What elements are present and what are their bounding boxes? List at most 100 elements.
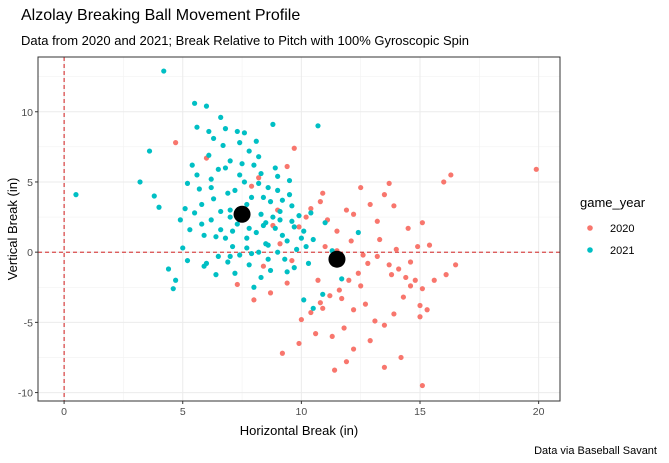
legend: game_year 2020 2021: [580, 195, 646, 257]
point-2021: [251, 284, 257, 290]
point-2021: [282, 256, 288, 262]
point-2020: [391, 203, 397, 209]
point-2020: [355, 270, 361, 276]
point-2020: [358, 184, 364, 191]
mean-point-2020: [328, 250, 346, 268]
point-2020: [331, 367, 338, 373]
point-2021: [303, 243, 309, 250]
point-2021: [194, 124, 200, 130]
point-2020: [343, 359, 350, 365]
point-2020: [320, 190, 326, 196]
legend-label-2020: 2020: [610, 223, 634, 235]
point-2021: [244, 235, 250, 241]
point-2020: [419, 220, 425, 226]
point-2020: [260, 263, 267, 269]
x-tick-label: 10: [296, 406, 308, 418]
point-2021: [275, 187, 281, 193]
point-2021: [279, 232, 285, 238]
point-2020: [327, 293, 333, 299]
point-2021: [237, 140, 243, 146]
point-2021: [291, 224, 297, 230]
point-2021: [213, 272, 219, 278]
point-2021: [244, 245, 250, 251]
point-2021: [203, 103, 210, 109]
point-2020: [407, 283, 414, 289]
y-tick-label: -10: [18, 388, 33, 400]
point-2021: [218, 114, 224, 120]
point-2020: [367, 201, 373, 208]
point-2021: [256, 249, 262, 255]
point-2020: [350, 307, 357, 313]
point-2021: [227, 158, 233, 164]
point-2021: [192, 210, 198, 216]
point-2021: [220, 142, 226, 149]
x-tick-label: 0: [61, 406, 67, 418]
point-2021: [239, 161, 245, 167]
point-2020: [407, 259, 414, 265]
point-2021: [310, 305, 316, 311]
point-2021: [151, 193, 157, 199]
point-2020: [248, 183, 255, 189]
point-2021: [222, 165, 229, 171]
point-2021: [284, 238, 290, 244]
point-2021: [253, 138, 259, 144]
point-2020: [360, 252, 366, 258]
point-2020: [336, 287, 342, 293]
point-2021: [279, 197, 285, 203]
point-2020: [374, 218, 380, 224]
point-2021: [225, 259, 231, 265]
point-2021: [246, 262, 252, 268]
point-2021: [298, 235, 304, 241]
point-2021: [260, 222, 267, 229]
point-2020: [431, 277, 437, 283]
mean-point-2021: [233, 205, 251, 223]
point-2021: [272, 225, 278, 231]
point-2021: [227, 253, 233, 259]
point-2020: [417, 302, 423, 309]
point-2020: [417, 314, 423, 320]
point-2020: [415, 243, 421, 250]
point-2020: [419, 382, 425, 389]
point-2021: [289, 218, 295, 224]
chart-title: Alzolay Breaking Ball Movement Profile: [21, 7, 301, 24]
point-2020: [284, 280, 290, 286]
point-2021: [244, 201, 250, 208]
point-2020: [393, 246, 399, 252]
point-2021: [208, 176, 214, 182]
point-2021: [201, 232, 207, 238]
point-2021: [225, 190, 231, 196]
point-2020: [377, 236, 383, 243]
point-2020: [343, 207, 350, 213]
point-2021: [265, 256, 271, 262]
point-2020: [388, 272, 395, 278]
point-2021: [210, 135, 217, 142]
point-2021: [246, 148, 252, 154]
point-2021: [251, 162, 257, 168]
point-2021: [277, 217, 283, 223]
legend-key-2020: [587, 225, 593, 231]
point-2021: [234, 128, 240, 135]
point-2021: [199, 221, 205, 227]
point-2021: [213, 234, 219, 240]
point-2020: [374, 253, 380, 259]
point-2021: [248, 194, 255, 201]
plot-border: [37, 56, 561, 402]
point-2021: [187, 227, 193, 233]
point-2020: [346, 277, 352, 283]
series-2020: [173, 140, 539, 389]
y-tick-label: 10: [21, 107, 33, 119]
point-2020: [322, 243, 328, 250]
point-2021: [165, 266, 172, 272]
point-2021: [73, 192, 79, 198]
point-2020: [381, 192, 388, 198]
point-2021: [215, 253, 221, 259]
point-2021: [267, 199, 274, 205]
point-2021: [218, 208, 224, 215]
point-2021: [286, 177, 293, 184]
point-2020: [308, 309, 314, 316]
legend-key-2021: [587, 247, 593, 253]
point-2021: [241, 130, 248, 136]
point-2021: [305, 260, 312, 266]
point-2020: [277, 241, 283, 247]
